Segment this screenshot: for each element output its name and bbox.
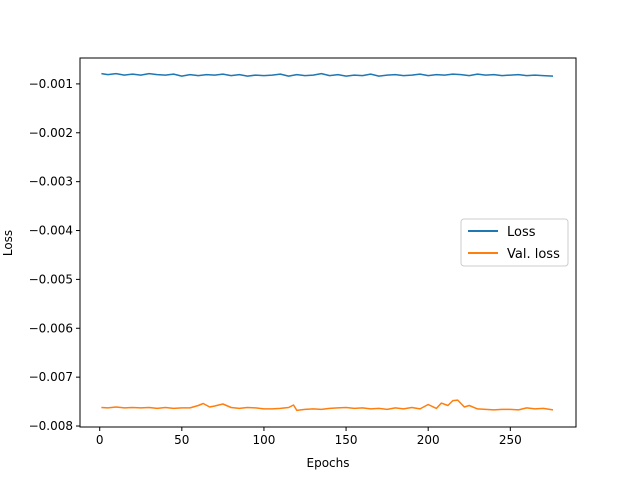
y-tick-label: −0.004 xyxy=(29,224,73,238)
y-tick-label: −0.001 xyxy=(29,77,73,91)
y-tick-label: −0.007 xyxy=(29,370,73,384)
plot-area xyxy=(101,72,554,412)
y-axis-label: Loss xyxy=(1,230,15,256)
y-tick-label: −0.003 xyxy=(29,175,73,189)
series-line-val-loss xyxy=(101,399,554,412)
x-tick-label: 250 xyxy=(499,433,522,447)
series-line-loss xyxy=(101,72,554,77)
x-tick-label: 50 xyxy=(174,433,189,447)
y-tick-label: −0.006 xyxy=(29,321,73,335)
x-tick-label: 200 xyxy=(417,433,440,447)
y-tick-label: −0.002 xyxy=(29,126,73,140)
x-tick-label: 150 xyxy=(335,433,358,447)
y-tick-label: −0.005 xyxy=(29,272,73,286)
x-axis-label: Epochs xyxy=(307,456,350,470)
y-axis-ticks: −0.001 −0.002 −0.003 −0.004 −0.005 −0.006 −0.0… xyxy=(29,77,80,433)
legend-label-val-loss: Val. loss xyxy=(507,247,560,262)
legend: Loss Val. loss xyxy=(460,218,569,267)
axes-frame xyxy=(79,57,577,428)
x-tick-label: 0 xyxy=(96,433,104,447)
y-tick-label: −0.008 xyxy=(29,419,73,433)
x-axis-ticks: 0 50 100 150 200 250 xyxy=(96,427,522,447)
legend-label-loss: Loss xyxy=(507,225,536,240)
x-tick-label: 100 xyxy=(252,433,275,447)
